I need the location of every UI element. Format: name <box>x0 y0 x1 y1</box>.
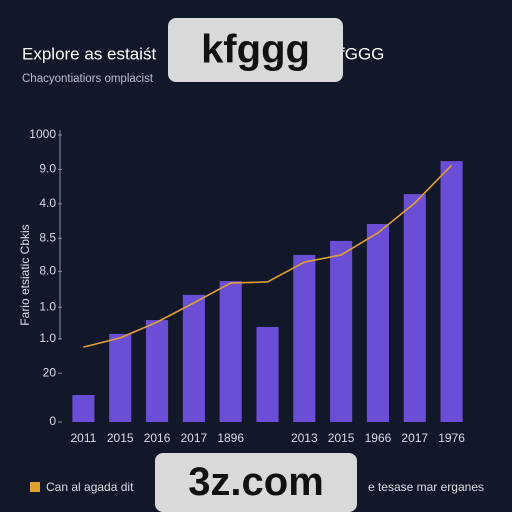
y-tick-label: 8.0 <box>39 263 56 277</box>
x-tick-label: 2013 <box>291 431 318 445</box>
y-tick-label: 8.5 <box>39 230 56 244</box>
bar <box>293 254 316 422</box>
bar <box>256 327 279 422</box>
x-tick-label: 2016 <box>144 431 171 445</box>
y-tick-label: 9.0 <box>39 162 56 176</box>
legend-label: Can al agada dit <box>46 480 134 494</box>
y-tick-label: 0 <box>49 414 56 428</box>
chart-title-end: fGGG <box>340 44 384 63</box>
legend-label: e tesase mar erganes <box>368 480 484 494</box>
watermark-box <box>168 18 343 82</box>
legend-swatch <box>30 482 40 492</box>
bar <box>146 320 169 422</box>
y-tick-label: 1.0 <box>39 331 56 345</box>
bar <box>366 223 389 422</box>
watermark-box <box>155 453 357 512</box>
x-tick-label: 1896 <box>217 431 244 445</box>
x-tick-label: 1976 <box>438 431 465 445</box>
line <box>83 164 453 348</box>
y-tick-label: 20 <box>43 365 57 379</box>
bar <box>109 333 132 422</box>
bar <box>440 161 463 422</box>
bar <box>72 395 95 422</box>
x-tick-label: 2011 <box>71 431 97 445</box>
x-tick-label: 2017 <box>181 431 208 445</box>
x-tick-label: 2015 <box>107 431 134 445</box>
x-tick-label: 2015 <box>328 431 355 445</box>
x-tick-label: 2017 <box>401 431 428 445</box>
watermark-text: 3z.com <box>188 460 324 504</box>
chart-title: Explore as estaiśt <box>22 44 156 63</box>
y-axis-label: Fario etsiatic Cbkis <box>18 224 32 325</box>
y-tick-label: 1000 <box>29 127 56 141</box>
bar <box>403 194 426 422</box>
bar <box>219 281 242 422</box>
y-tick-label: 1.0 <box>39 299 56 313</box>
y-tick-label: 4.0 <box>39 196 56 210</box>
chart-subtitle: Chacyontiatiors omplacist <box>22 73 154 85</box>
bar <box>330 240 353 422</box>
watermark-text: kfggg <box>201 28 310 72</box>
x-tick-label: 1966 <box>365 431 392 445</box>
bar <box>182 294 205 422</box>
